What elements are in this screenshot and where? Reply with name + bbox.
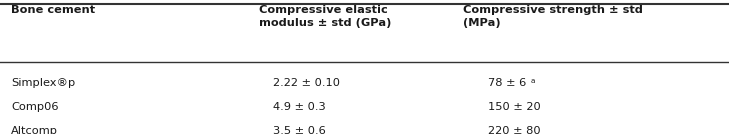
Text: Compressive strength ± std
(MPa): Compressive strength ± std (MPa)	[463, 5, 643, 28]
Text: Simplex®p: Simplex®p	[11, 78, 75, 88]
Text: 3.5 ± 0.6: 3.5 ± 0.6	[273, 126, 326, 134]
Text: Comp06: Comp06	[11, 102, 58, 112]
Text: Bone cement: Bone cement	[11, 5, 95, 15]
Text: 220 ± 80: 220 ± 80	[488, 126, 541, 134]
Text: 78 ± 6: 78 ± 6	[488, 78, 526, 88]
Text: 150 ± 20: 150 ± 20	[488, 102, 541, 112]
Text: 4.9 ± 0.3: 4.9 ± 0.3	[273, 102, 326, 112]
Text: Compressive elastic
modulus ± std (GPa): Compressive elastic modulus ± std (GPa)	[259, 5, 391, 28]
Text: 2.22 ± 0.10: 2.22 ± 0.10	[273, 78, 340, 88]
Text: Altcomp: Altcomp	[11, 126, 58, 134]
Text: a: a	[531, 78, 535, 84]
